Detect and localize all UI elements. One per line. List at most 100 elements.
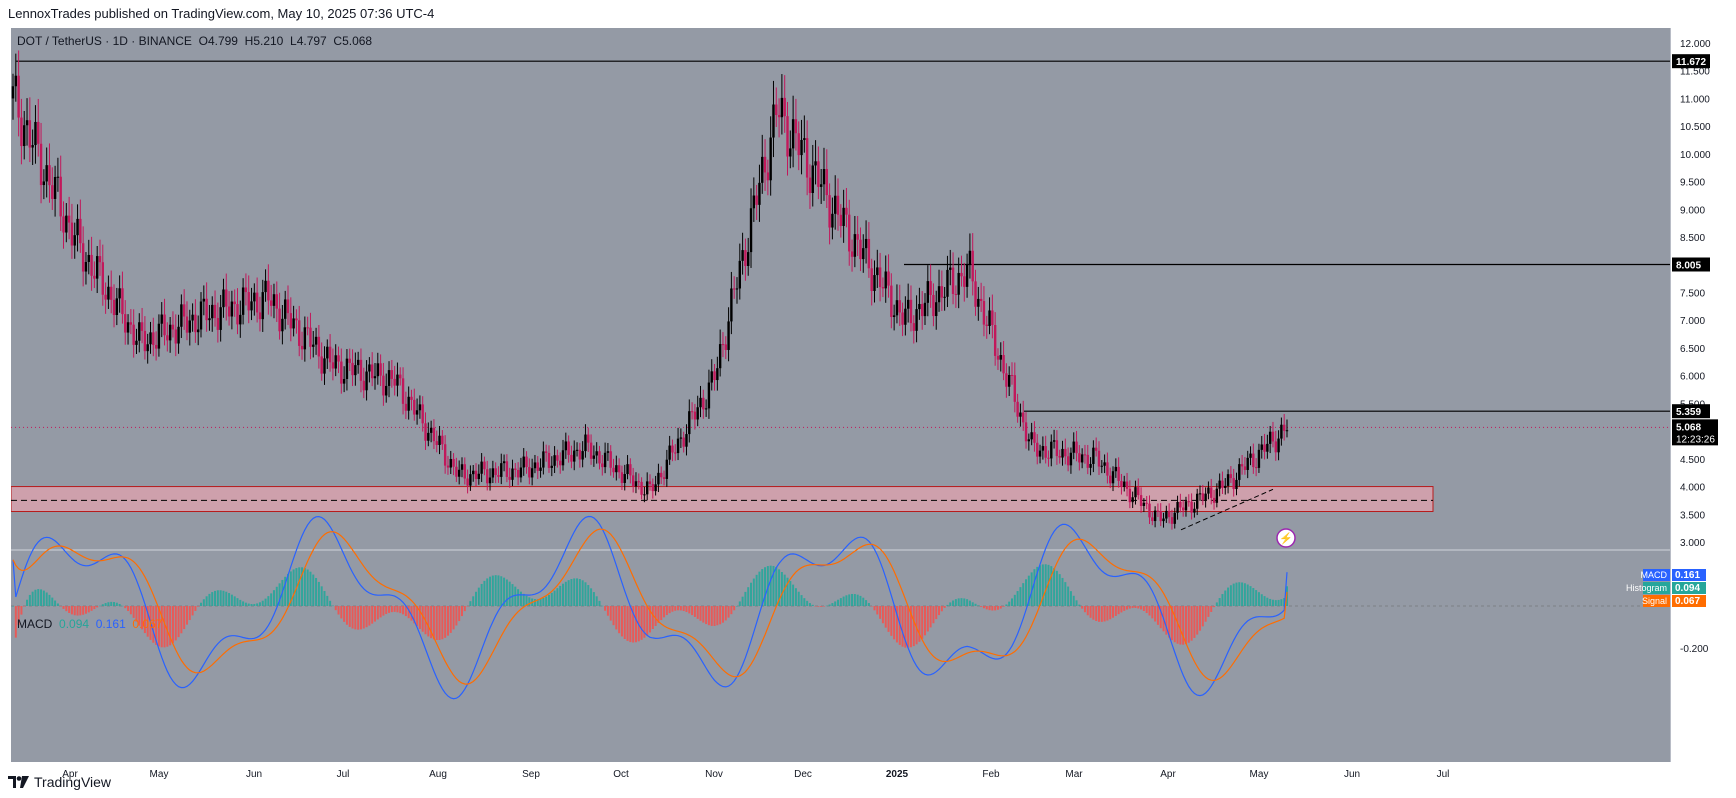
candle-body: [283, 299, 287, 319]
candle-body: [1218, 480, 1221, 489]
macd-histogram-bar: [413, 606, 416, 624]
macd-histogram-bar: [514, 586, 517, 606]
candle-body: [168, 324, 172, 341]
candle-body: [73, 235, 76, 246]
macd-histogram-bar: [1271, 599, 1274, 606]
macd-histogram-bar: [1280, 599, 1283, 606]
macd-histogram-bar: [806, 600, 809, 606]
candle-body: [797, 133, 800, 156]
candle-body: [985, 324, 988, 326]
macd-histogram-bar: [500, 576, 503, 606]
candle-body: [138, 322, 141, 341]
macd-histogram-bar: [323, 591, 326, 606]
macd-histogram-bar: [444, 606, 447, 638]
candle-body: [500, 463, 503, 477]
time-axis-label: Feb: [982, 769, 1000, 780]
time-axis-label: Mar: [1065, 769, 1083, 780]
macd-histogram-bar: [713, 606, 716, 626]
candle-body: [626, 464, 629, 475]
candle-body: [1092, 447, 1095, 464]
macd-histogram-bar: [547, 594, 550, 606]
candle-body: [1125, 481, 1129, 489]
candle-body: [258, 312, 262, 320]
candle-body: [730, 288, 733, 322]
macd-histogram-bar: [98, 605, 101, 607]
candle-body: [713, 371, 716, 381]
macd-histogram-bar: [222, 590, 225, 606]
candle-body: [676, 438, 680, 454]
macd-histogram-bar: [469, 601, 472, 606]
candle-body: [300, 345, 304, 350]
candle-body: [1117, 466, 1120, 482]
candle-body: [679, 437, 683, 439]
macd-histogram-bar: [1036, 566, 1039, 606]
candle-body: [651, 484, 655, 492]
macd-legend[interactable]: MACD 0.094 0.161 0.067: [17, 617, 162, 631]
candle-body: [533, 462, 537, 469]
price-axis[interactable]: 12.000 11.500 11.000 10.500 10.000 9.500 9.000…: [1670, 28, 1727, 762]
macd-histogram-bar: [163, 606, 166, 648]
candle-body: [940, 286, 944, 298]
macd-histogram-bar: [932, 606, 935, 624]
macd-histogram-bar: [536, 599, 539, 606]
macd-histogram-bar: [508, 581, 511, 606]
candle-body: [1137, 487, 1140, 496]
candle-body: [1131, 497, 1134, 503]
macd-histogram-bar: [999, 606, 1002, 609]
candle-body: [90, 254, 93, 276]
price-chart[interactable]: ⚡ MACD Histogram Signal: [10, 28, 1670, 762]
candle-body: [1064, 448, 1067, 457]
macd-histogram-bar: [946, 604, 949, 606]
candle-body: [446, 465, 450, 468]
candle-body: [129, 322, 133, 325]
price-tag-bg: [1672, 257, 1710, 272]
macd-histogram-bar: [275, 586, 278, 606]
macd-histogram-bar: [40, 589, 43, 606]
symbol-legend[interactable]: DOT / TetherUS · 1D · BINANCE O4.799 H5.…: [17, 34, 372, 48]
macd-histogram-bar: [977, 605, 980, 606]
candle-body: [1204, 493, 1207, 501]
macd-histogram-bar: [954, 599, 957, 606]
macd-histogram-bar: [1154, 606, 1157, 622]
macd-histogram-bar: [755, 574, 758, 606]
candle-body: [1235, 479, 1238, 490]
macd-histogram-bar: [982, 606, 985, 609]
candle-body: [1181, 507, 1185, 511]
macd-histogram-bar: [735, 605, 738, 607]
macd-histogram-bar: [110, 601, 113, 606]
time-axis[interactable]: Apr May Jun Jul Aug Sep Oct Nov Dec 2025 Feb Mar Apr…: [11, 762, 1670, 784]
macd-histogram-bar: [138, 606, 141, 626]
candle-body: [62, 216, 65, 233]
macd-histogram-bar: [682, 606, 685, 612]
macd-histogram-bar: [738, 601, 741, 606]
macd-histogram-bar: [1187, 606, 1190, 643]
macd-histogram-bar: [924, 606, 927, 636]
candle-body: [775, 104, 778, 116]
macd-signal-value: 0.067: [132, 617, 163, 631]
candle-body: [1260, 444, 1263, 450]
candle-body: [1221, 480, 1224, 488]
candle-body: [309, 327, 312, 347]
macd-histogram-bar: [211, 592, 214, 606]
candle-body: [250, 301, 253, 311]
price-axis-label: 6.000: [1680, 372, 1705, 383]
macd-histogram-bar: [385, 606, 388, 615]
candle-body: [1224, 485, 1227, 488]
candle-body: [1038, 450, 1042, 457]
macd-histogram-bar: [707, 606, 710, 626]
time-axis-label: 2025: [886, 769, 909, 780]
candle-body: [435, 441, 438, 445]
tradingview-footer[interactable]: TradingView: [8, 774, 111, 790]
macd-tag-label: Histogram: [1626, 583, 1667, 593]
candle-body: [738, 260, 741, 289]
candle-body: [587, 434, 590, 443]
candle-body: [550, 465, 553, 468]
candle-body: [205, 298, 208, 321]
symbol-label[interactable]: DOT / TetherUS · 1D · BINANCE: [17, 34, 192, 48]
chart-area[interactable]: ⚡ MACD Histogram Signal: [10, 28, 1670, 762]
candle-body: [974, 281, 977, 307]
macd-label[interactable]: MACD: [17, 617, 53, 631]
candle-body: [631, 475, 635, 487]
candle-body: [76, 218, 79, 236]
time-axis-label: Jun: [1344, 769, 1360, 780]
